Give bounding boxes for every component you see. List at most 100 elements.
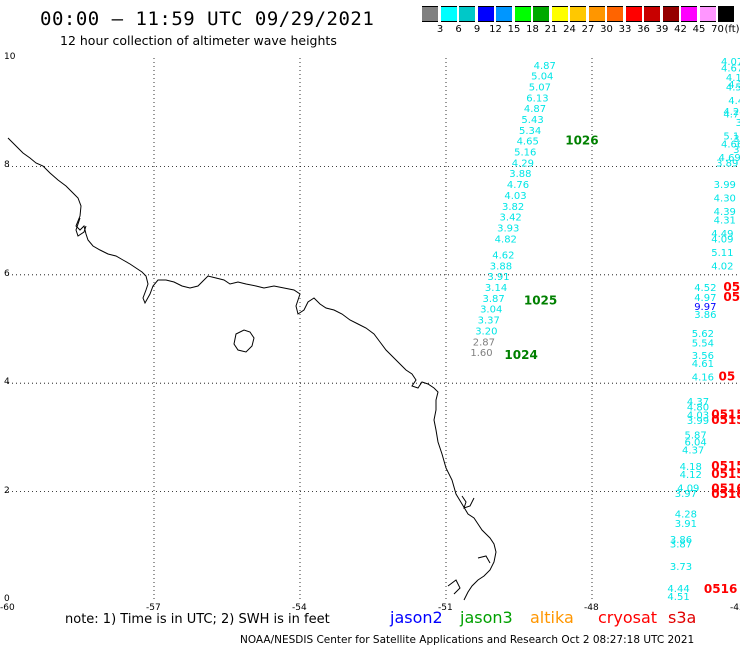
scale-label: 3 [436, 24, 444, 35]
coastline-detail-south [447, 495, 491, 595]
wave-height-value: 4.28 [675, 510, 697, 521]
wave-height-value: 4.62 [492, 251, 514, 262]
map-panel: 4.87 5.04 5.07 6.13 4.87 5.43 5.34 4.65 5.16 4.29… [7, 57, 740, 603]
wave-height-value: 1.60 [470, 348, 492, 359]
wave-height-value: 5.87 [684, 430, 706, 441]
wave-height-value: 4.24 [723, 107, 740, 118]
scale-label: 33 [618, 24, 632, 35]
scale-label: 45 [692, 24, 706, 35]
wave-height-value: 4.09 [711, 234, 733, 245]
pass-time-label: 0516 [711, 487, 740, 501]
wave-height-value: 3.56 [692, 351, 714, 362]
scale-swatch [644, 6, 660, 22]
wave-height-value: 5.62 [692, 329, 714, 340]
scale-swatch [625, 6, 642, 22]
wave-height-value: 4.41 [728, 96, 740, 107]
wave-height-value: 4.51 [667, 592, 689, 603]
wave-height-value: 4.69 [719, 153, 740, 164]
wave-height-value: 3.97 [675, 489, 697, 500]
map-title: 00:00 – 11:59 UTC 09/29/2021 [40, 8, 375, 30]
pass-time-label: 05 [719, 369, 736, 383]
wave-height-value: 4.55 [726, 83, 740, 94]
scale-swatch [440, 6, 457, 22]
wave-height-value: 3.86 [670, 535, 692, 546]
scale-label: 42 [674, 24, 687, 35]
scale-swatch [551, 6, 568, 22]
wave-height-value: 4.80 [687, 402, 709, 413]
scale-label: 27 [581, 24, 595, 35]
x-axis-tick-label: -48 [584, 603, 599, 613]
scale-swatch [533, 6, 549, 22]
wave-height-value: 4.12 [680, 470, 702, 481]
wave-height-value: 4.44 [667, 584, 689, 595]
wave-height-value: 3.73 [670, 562, 692, 573]
wave-height-value: 3.91 [487, 272, 509, 283]
pass-time-label: 0516 [711, 482, 740, 496]
wave-height-value: 4.03 [504, 191, 526, 202]
wave-height-value: 4.30 [714, 194, 736, 205]
wave-height-value: 4.82 [495, 234, 517, 245]
wave-height-value: 6.13 [526, 93, 548, 104]
pass-time-label: 05 [723, 290, 740, 304]
legend-item-s3a: s3a [668, 608, 697, 627]
wave-height-value: 3.20 [475, 326, 497, 337]
wave-height-value: 4.76 [507, 180, 529, 191]
wave-height-value: 3.6 [733, 134, 740, 145]
wave-height-value: 3.91 [675, 519, 697, 530]
wave-height-value: 5.11 [711, 248, 733, 259]
wave-height-value: 3.93 [497, 223, 519, 234]
legend-item-cryosat: cryosat [598, 608, 658, 627]
scale-swatch [588, 6, 605, 22]
wave-height-value: 4.97 [694, 293, 716, 304]
wave-height-value: 4.66 [721, 139, 740, 150]
x-axis-tick-label: -57 [146, 603, 161, 613]
pressure-label: 1025 [524, 294, 557, 308]
wave-height-value: 3.88 [509, 169, 531, 180]
scale-label: 18 [526, 24, 539, 35]
pass-time-label: 0515 [711, 467, 740, 481]
scale-label: 9 [473, 24, 481, 35]
pressure-label: 1024 [504, 348, 537, 362]
inlet-detail [75, 217, 87, 237]
pass-time-label: 05 [723, 280, 740, 294]
scale-unit: (ft) [724, 24, 740, 35]
wave-height-value: 4.29 [512, 158, 534, 169]
x-axis-tick-label: -54 [292, 603, 307, 613]
wave-height-value: 3.82 [502, 202, 524, 213]
wave-height-value: 3.86 [694, 310, 716, 321]
legend-item-altika: altika [530, 608, 574, 627]
wave-height-value: 6.04 [684, 438, 706, 449]
wave-height-value: 4.67 [721, 64, 740, 75]
wave-height-value: 4.65 [517, 137, 539, 148]
wave-height-value: 3.87 [670, 539, 692, 550]
scale-swatch [607, 6, 623, 22]
wave-height-value: 2.87 [473, 337, 495, 348]
y-axis-tick-label: 6 [4, 268, 10, 279]
scale-label: 15 [507, 24, 521, 35]
wave-height-value: 4.39 [714, 207, 736, 218]
wave-height-value: 4.31 [714, 215, 736, 226]
wave-height-value: 3.6 [736, 118, 740, 129]
wave-height-value: 4.07 [721, 57, 740, 68]
map-canvas: 4.875.045.076.134.875.435.344.655.164.29… [7, 57, 740, 603]
scale-label: 39 [655, 24, 669, 35]
wave-height-value: 5.07 [529, 83, 551, 94]
wave-height-value: 5.43 [521, 115, 543, 126]
wave-height-value: 4.37 [687, 397, 709, 408]
y-axis-tick-label: 0 [4, 594, 10, 604]
scale-swatch [459, 6, 475, 22]
scale-label: 12 [489, 24, 502, 35]
wave-height-value: 4.02 [711, 261, 733, 272]
wave-height-value: 4.12 [726, 73, 740, 84]
pass-time-label: 0516 [704, 582, 737, 596]
wave-height-value: 5.54 [692, 338, 714, 349]
scale-swatch [477, 6, 494, 22]
scale-label: 36 [637, 24, 650, 35]
y-axis-tick-label: 8 [4, 160, 10, 171]
grid-lines [8, 58, 738, 600]
scale-label: 21 [544, 24, 558, 35]
scale-label: 24 [563, 24, 576, 35]
wave-height-value: 5.17 [723, 131, 740, 142]
footer-credit: NOAA/NESDIS Center for Satellite Applica… [240, 634, 695, 646]
pressure-label: 1026 [565, 134, 598, 148]
